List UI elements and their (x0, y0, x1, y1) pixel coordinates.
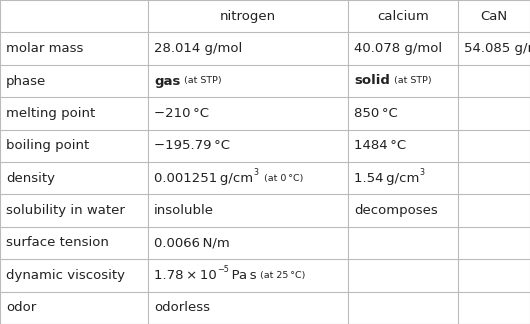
Text: 3: 3 (253, 168, 258, 177)
Text: 28.014 g/mol: 28.014 g/mol (154, 42, 242, 55)
Text: −5: −5 (217, 265, 228, 274)
Text: 0.0066 N/m: 0.0066 N/m (154, 237, 229, 249)
Text: odor: odor (6, 301, 36, 314)
Text: (at STP): (at STP) (394, 76, 431, 86)
Text: solubility in water: solubility in water (6, 204, 125, 217)
Text: −210 °C: −210 °C (154, 107, 209, 120)
Text: (at 25 °C): (at 25 °C) (260, 271, 306, 280)
Text: −195.79 °C: −195.79 °C (154, 139, 230, 152)
Text: 40.078 g/mol: 40.078 g/mol (354, 42, 442, 55)
Text: molar mass: molar mass (6, 42, 83, 55)
Text: melting point: melting point (6, 107, 95, 120)
Text: (at STP): (at STP) (184, 76, 222, 86)
Text: 1484 °C: 1484 °C (354, 139, 406, 152)
Text: calcium: calcium (377, 10, 429, 23)
Text: 3: 3 (419, 168, 425, 177)
Text: 1.78 × 10: 1.78 × 10 (154, 269, 217, 282)
Text: density: density (6, 172, 55, 185)
Text: solid: solid (354, 75, 390, 87)
Text: 0.001251 g/cm: 0.001251 g/cm (154, 172, 253, 185)
Text: decomposes: decomposes (354, 204, 438, 217)
Text: phase: phase (6, 75, 46, 87)
Text: gas: gas (154, 75, 180, 87)
Text: 1.54 g/cm: 1.54 g/cm (354, 172, 419, 185)
Text: 850 °C: 850 °C (354, 107, 398, 120)
Text: surface tension: surface tension (6, 237, 109, 249)
Text: boiling point: boiling point (6, 139, 89, 152)
Text: CaN: CaN (480, 10, 508, 23)
Text: Pa s: Pa s (228, 269, 256, 282)
Text: (at 0 °C): (at 0 °C) (258, 174, 304, 183)
Text: 54.085 g/mol: 54.085 g/mol (464, 42, 530, 55)
Text: nitrogen: nitrogen (220, 10, 276, 23)
Text: odorless: odorless (154, 301, 210, 314)
Text: dynamic viscosity: dynamic viscosity (6, 269, 125, 282)
Text: insoluble: insoluble (154, 204, 214, 217)
